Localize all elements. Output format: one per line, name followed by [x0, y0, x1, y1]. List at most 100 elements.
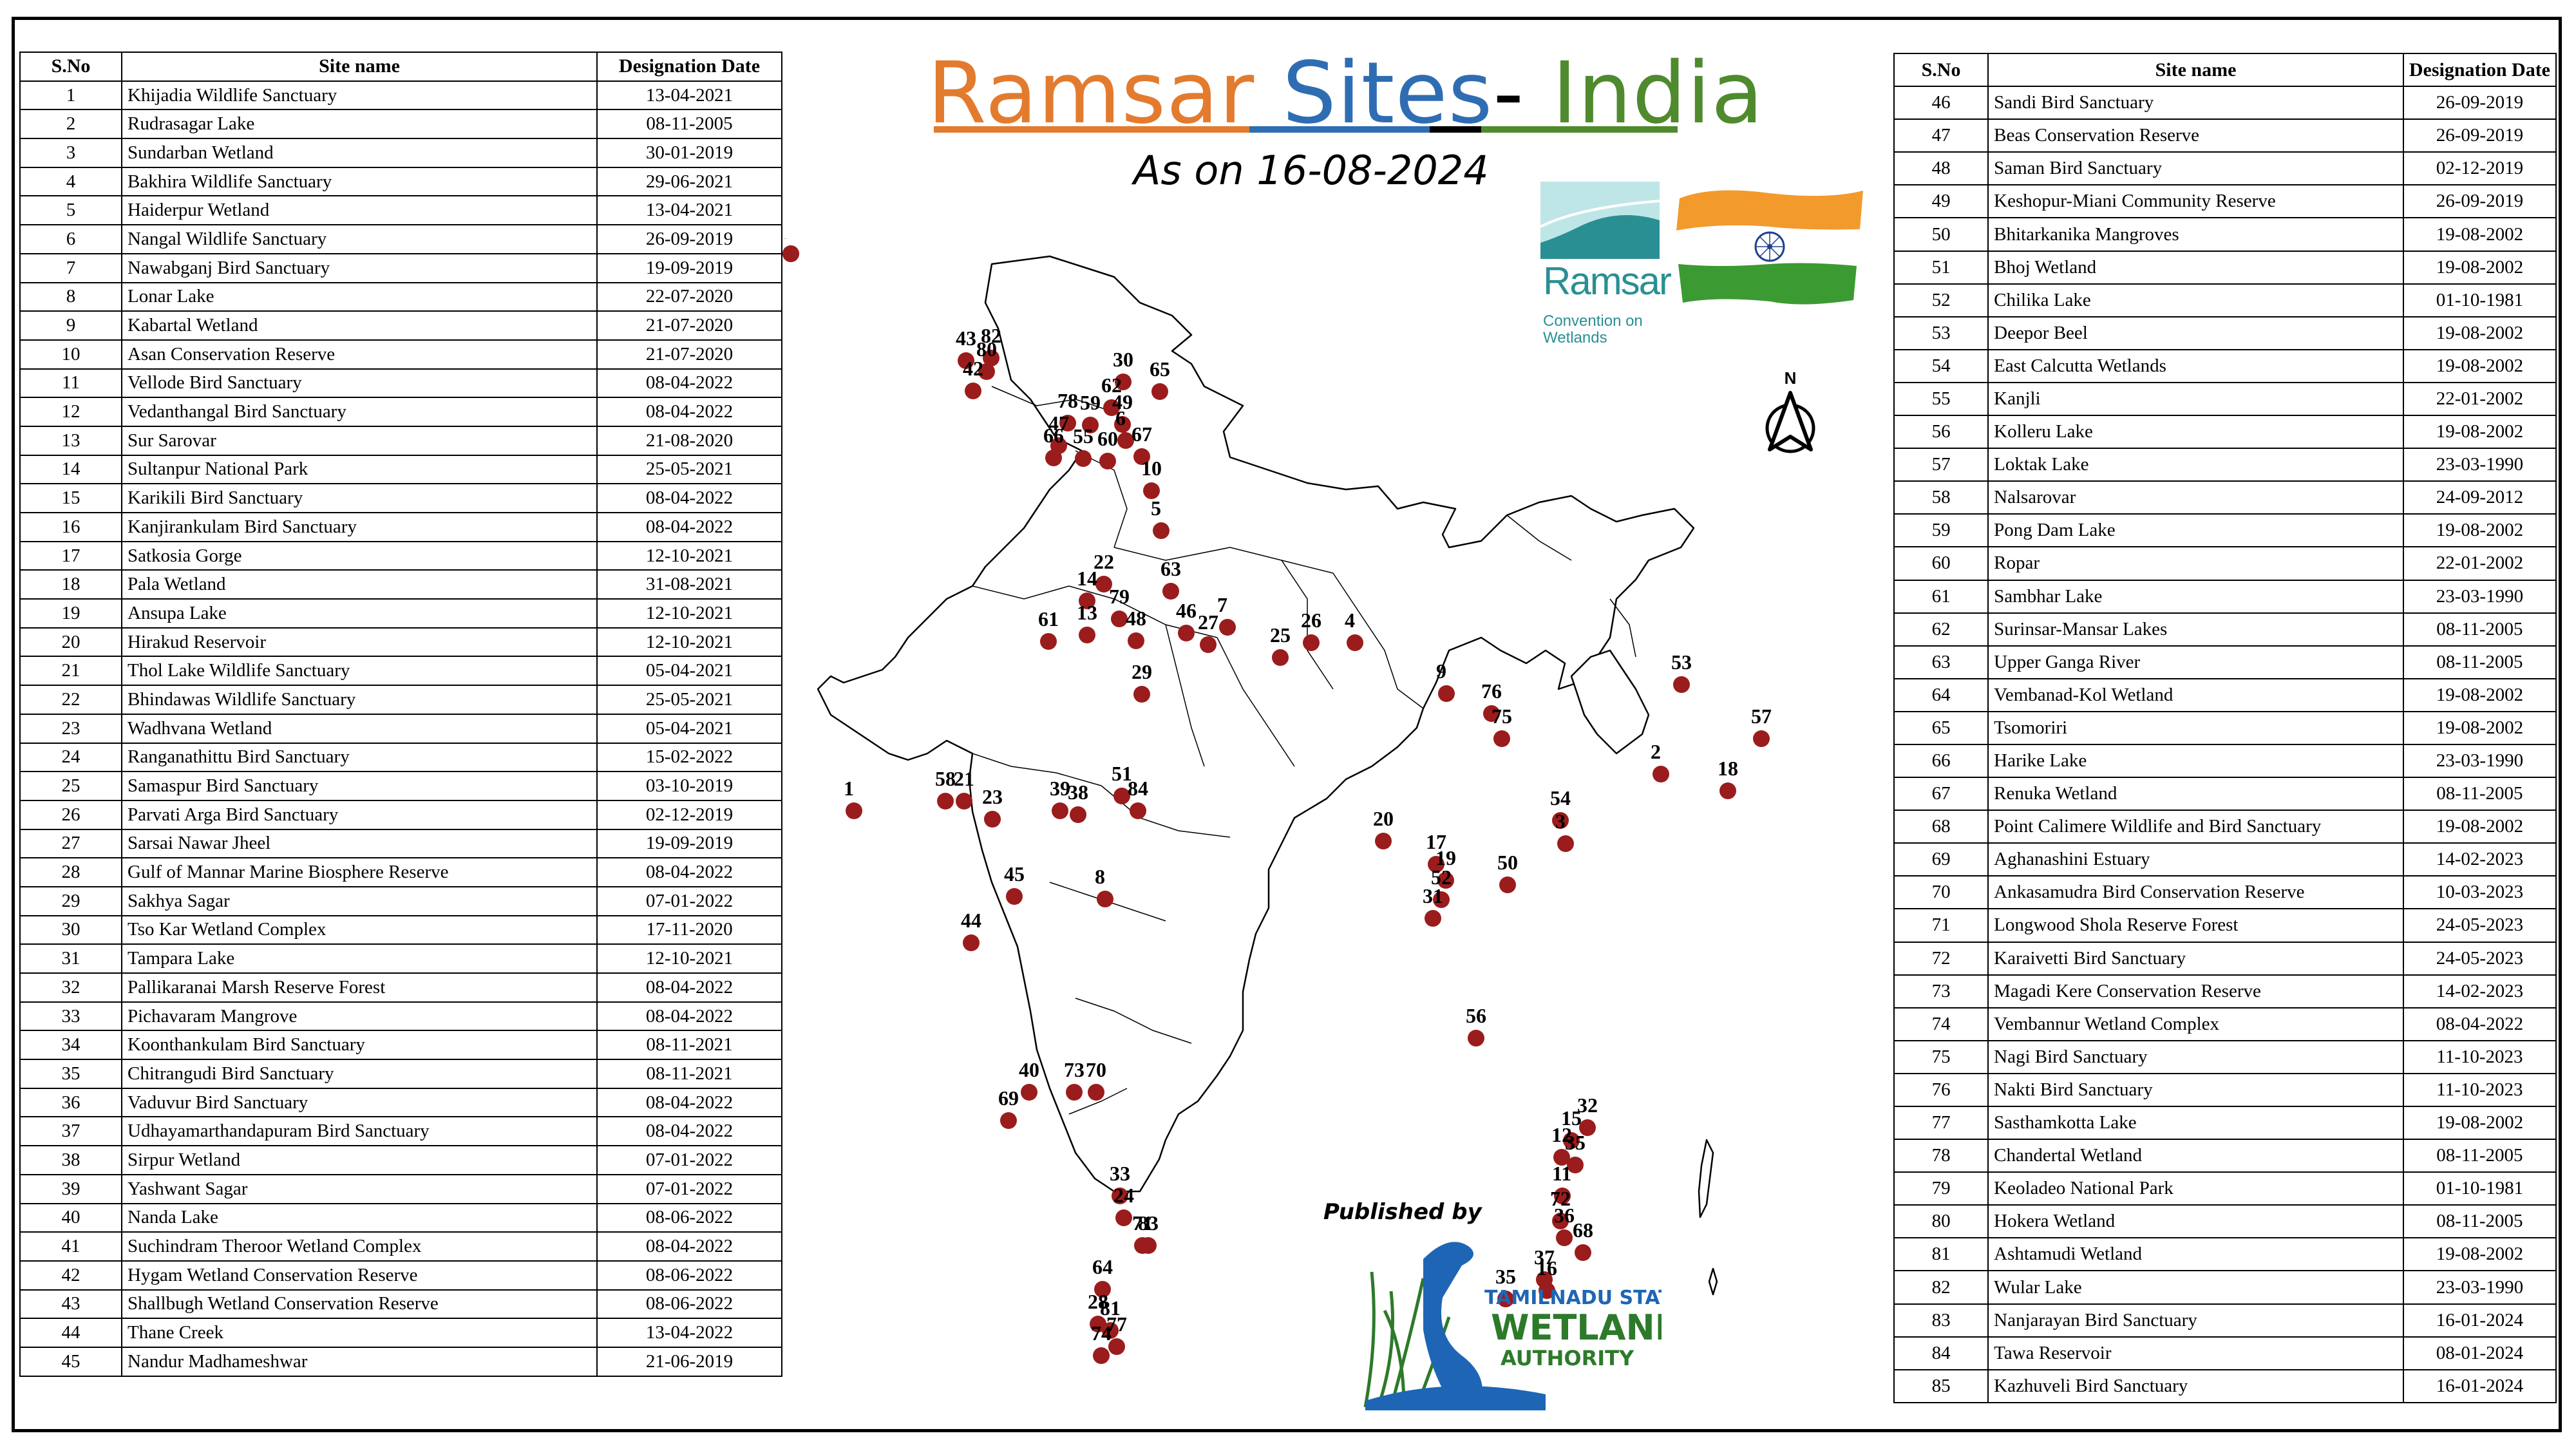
row-site-name: Kabartal Wetland [121, 310, 598, 341]
row-sno: 10 [19, 339, 122, 370]
row-designation-date: 19-08-2002 [2402, 250, 2557, 285]
row-designation-date: 08-04-2022 [596, 1231, 782, 1262]
row-designation-date: 12-10-2021 [596, 943, 782, 974]
row-sno: 31 [19, 943, 122, 974]
row-sno: 60 [1893, 546, 1989, 581]
site-marker [1114, 416, 1131, 433]
site-label: 65 [1150, 357, 1170, 381]
site-marker [963, 934, 980, 951]
site-label: 48 [1126, 607, 1146, 630]
table-row: 11 Vellode Bird Sanctuary 08-04-2022 [19, 368, 782, 399]
table-row: 37 Udhayamarthandapuram Bird Sanctuary 08-… [19, 1116, 782, 1147]
site-marker [1539, 1282, 1555, 1299]
row-designation-date: 01-10-1981 [2402, 1171, 2557, 1206]
site-label: 74 [1091, 1321, 1112, 1345]
site-marker [1579, 1119, 1596, 1136]
row-sno: 55 [1893, 381, 1989, 417]
row-site-name: Nandur Madhameshwar [121, 1346, 598, 1377]
row-designation-date: 08-11-2021 [596, 1059, 782, 1089]
tnswa-line3: AUTHORITY [1501, 1346, 1634, 1370]
site-marker [1108, 1338, 1125, 1355]
site-marker [1130, 802, 1146, 819]
site-label: 71 [1132, 1211, 1153, 1235]
table-row: 54 East Calcutta Wetlands 19-08-2002 [1893, 348, 2557, 383]
row-designation-date: 12-10-2021 [596, 598, 782, 629]
row-sno: 69 [1893, 842, 1989, 877]
row-site-name: Thane Creek [121, 1318, 598, 1348]
row-sno: 29 [19, 886, 122, 916]
row-sno: 50 [1893, 217, 1989, 252]
site-marker [1115, 1209, 1132, 1226]
row-designation-date: 19-08-2002 [2402, 1237, 2557, 1272]
row-designation-date: 25-05-2021 [596, 685, 782, 715]
row-site-name: Vembannur Wetland Complex [1987, 1007, 2404, 1041]
site-label: 32 [1577, 1094, 1598, 1117]
row-designation-date: 19-08-2002 [2402, 513, 2557, 548]
table-row: 36 Vaduvur Bird Sanctuary 08-04-2022 [19, 1087, 782, 1118]
row-site-name: Kanjli [1987, 381, 2404, 417]
site-marker [1153, 522, 1170, 539]
site-marker [1151, 383, 1168, 400]
row-site-name: Kazhuveli Bird Sanctuary [1987, 1368, 2404, 1403]
site-marker [1563, 1132, 1580, 1149]
site-label: 78 [1057, 389, 1078, 412]
row-designation-date: 08-04-2022 [596, 857, 782, 887]
ramsar-logo-icon [1540, 182, 1660, 259]
site-marker [1425, 910, 1441, 927]
row-site-name: Keoladeo National Park [1987, 1171, 2404, 1206]
site-label: 42 [963, 357, 983, 380]
table-row: 14 Sultanpur National Park 25-05-2021 [19, 454, 782, 485]
site-marker [1075, 450, 1092, 467]
site-marker [958, 352, 974, 369]
tnswa-logo-icon: TAMILNADU STATE WETLAND AUTHORITY [1363, 1242, 1662, 1410]
row-sno: 76 [1893, 1072, 1989, 1108]
site-marker [1066, 1084, 1083, 1101]
site-label: 81 [1100, 1296, 1121, 1320]
row-designation-date: 08-01-2024 [2402, 1336, 2557, 1370]
site-marker [1128, 632, 1144, 649]
northeast-outline [1570, 649, 1650, 755]
site-label: 70 [1086, 1058, 1106, 1081]
row-sno: 17 [19, 540, 122, 571]
site-label: 56 [1466, 1004, 1486, 1027]
row-site-name: Tsomoriri [1987, 710, 2404, 745]
row-site-name: Vembanad-Kol Wetland [1987, 677, 2404, 712]
row-designation-date: 11-10-2023 [2402, 1039, 2557, 1074]
row-site-name: Nalsarovar [1987, 480, 2404, 515]
row-sno: 75 [1893, 1039, 1989, 1074]
row-site-name: Nawabganj Bird Sanctuary [121, 252, 598, 283]
table-row: 56 Kolleru Lake 19-08-2002 [1893, 415, 2557, 450]
row-sno: 62 [1893, 612, 1989, 647]
table-row: 23 Wadhvana Wetland 05-04-2021 [19, 713, 782, 744]
table-row: 60 Ropar 22-01-2002 [1893, 546, 2557, 581]
row-site-name: Deepor Beel [1987, 316, 2404, 350]
site-marker [782, 245, 799, 262]
table-row: 42 Hygam Wetland Conservation Reserve 08-0… [19, 1260, 782, 1291]
site-marker [937, 793, 954, 810]
site-marker [1115, 374, 1132, 390]
row-site-name: Yashwant Sagar [121, 1173, 598, 1204]
row-sno: 19 [19, 598, 122, 629]
site-marker [1428, 856, 1444, 873]
site-label: 4 [1345, 609, 1355, 632]
title-underline-blue [1249, 126, 1430, 133]
table-row: 66 Harike Lake 23-03-1990 [1893, 743, 2557, 779]
row-site-name: Bhitarkanika Mangroves [1987, 217, 2404, 252]
row-sno: 68 [1893, 810, 1989, 844]
row-sno: 37 [19, 1116, 122, 1147]
column-header-sno: S.No [19, 52, 122, 82]
row-sno: 33 [19, 1001, 122, 1032]
site-marker [1553, 1149, 1570, 1166]
site-label: 6 [1115, 406, 1126, 430]
table-row: 39 Yashwant Sagar 07-01-2022 [19, 1173, 782, 1204]
site-label: 73 [1064, 1058, 1084, 1081]
site-label: 14 [1077, 567, 1097, 590]
row-designation-date: 29-06-2021 [596, 166, 782, 197]
table-row: 69 Aghanashini Estuary 14-02-2023 [1893, 842, 2557, 877]
row-site-name: Chandertal Wetland [1987, 1139, 2404, 1173]
row-designation-date: 24-05-2023 [2402, 908, 2557, 943]
row-designation-date: 08-11-2005 [2402, 777, 2557, 811]
site-marker [1303, 634, 1320, 651]
row-designation-date: 07-01-2022 [596, 1145, 782, 1175]
